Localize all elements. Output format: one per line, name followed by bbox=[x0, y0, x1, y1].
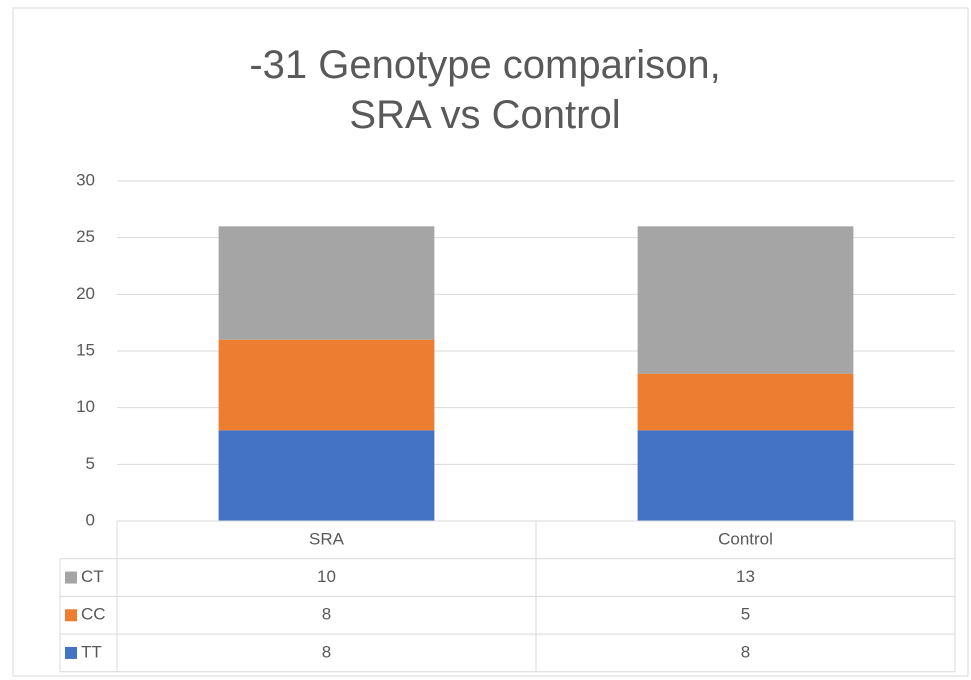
chart-title: -31 Genotype comparison, SRA vs Control bbox=[249, 43, 721, 137]
legend-label: CC bbox=[81, 605, 106, 624]
bar-segment bbox=[637, 373, 854, 431]
table-value: 5 bbox=[741, 605, 750, 624]
y-tick-label: 10 bbox=[76, 397, 95, 416]
table-value: 8 bbox=[322, 642, 331, 661]
y-tick-label: 30 bbox=[76, 170, 95, 189]
bar-segment bbox=[218, 339, 435, 431]
y-tick-label: 25 bbox=[76, 227, 95, 246]
legend-label: TT bbox=[81, 642, 102, 661]
table-header: Control bbox=[718, 529, 773, 548]
y-tick-label: 5 bbox=[86, 454, 95, 473]
table-value: 13 bbox=[736, 567, 755, 586]
table-value: 10 bbox=[317, 567, 336, 586]
bar-segment bbox=[218, 226, 435, 340]
legend-key bbox=[65, 646, 77, 659]
bar-segment bbox=[637, 226, 854, 374]
chart-border bbox=[12, 7, 969, 677]
y-tick-label: 0 bbox=[86, 510, 95, 529]
table-value: 8 bbox=[741, 642, 750, 661]
legend-key bbox=[65, 571, 77, 584]
legend-label: CT bbox=[81, 567, 104, 586]
y-tick-label: 15 bbox=[76, 340, 95, 359]
bar-segment bbox=[218, 430, 435, 521]
y-tick-label: 20 bbox=[76, 284, 95, 303]
bar-segment bbox=[637, 430, 854, 521]
legend-key bbox=[65, 609, 77, 622]
table-header: SRA bbox=[309, 529, 345, 548]
table-value: 8 bbox=[322, 605, 331, 624]
